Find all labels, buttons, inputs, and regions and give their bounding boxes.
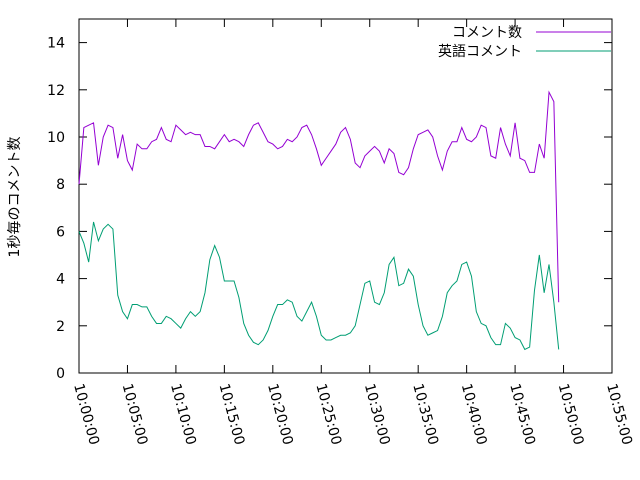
x-axis-ticks: 10:00:00 10:05:00 10:10:00 10:15:00 10:20:00… [70,19,635,447]
x-tick-label: 10:40:00 [458,382,490,447]
x-tick-label: 10:25:00 [312,382,344,447]
y-tick-label: 14 [47,36,65,52]
x-tick-label: 10:55:00 [603,382,635,447]
legend-label: 英語コメント [438,43,522,60]
y-tick-label: 6 [56,224,65,240]
series-lines [78,90,560,351]
y-axis-ticks: 0 2 4 6 8 10 12 14 [47,36,612,382]
legend-label: コメント数 [452,25,522,41]
series-line-2 [78,221,560,351]
x-tick-label: 10:15:00 [215,382,247,447]
plot-border [78,18,613,374]
x-tick-label: 10:00:00 [70,382,102,447]
y-tick-label: 8 [56,177,65,193]
y-tick-label: 2 [56,319,65,335]
chart-axes [78,18,613,374]
x-tick-label: 10:20:00 [264,382,296,447]
y-tick-label: 10 [47,130,65,146]
y-tick-label: 12 [47,83,65,99]
x-tick-label: 10:05:00 [119,382,151,447]
x-tick-label: 10:35:00 [409,382,441,447]
x-tick-label: 10:45:00 [506,382,538,447]
x-tick-label: 10:30:00 [361,382,393,447]
x-tick-label: 10:50:00 [555,382,587,447]
x-tick-label: 10:10:00 [167,382,199,447]
y-tick-label: 0 [56,366,65,382]
series-line-1 [78,90,560,303]
y-axis-label: 1秒毎のコメント数 [7,137,23,258]
y-tick-label: 4 [56,272,65,288]
